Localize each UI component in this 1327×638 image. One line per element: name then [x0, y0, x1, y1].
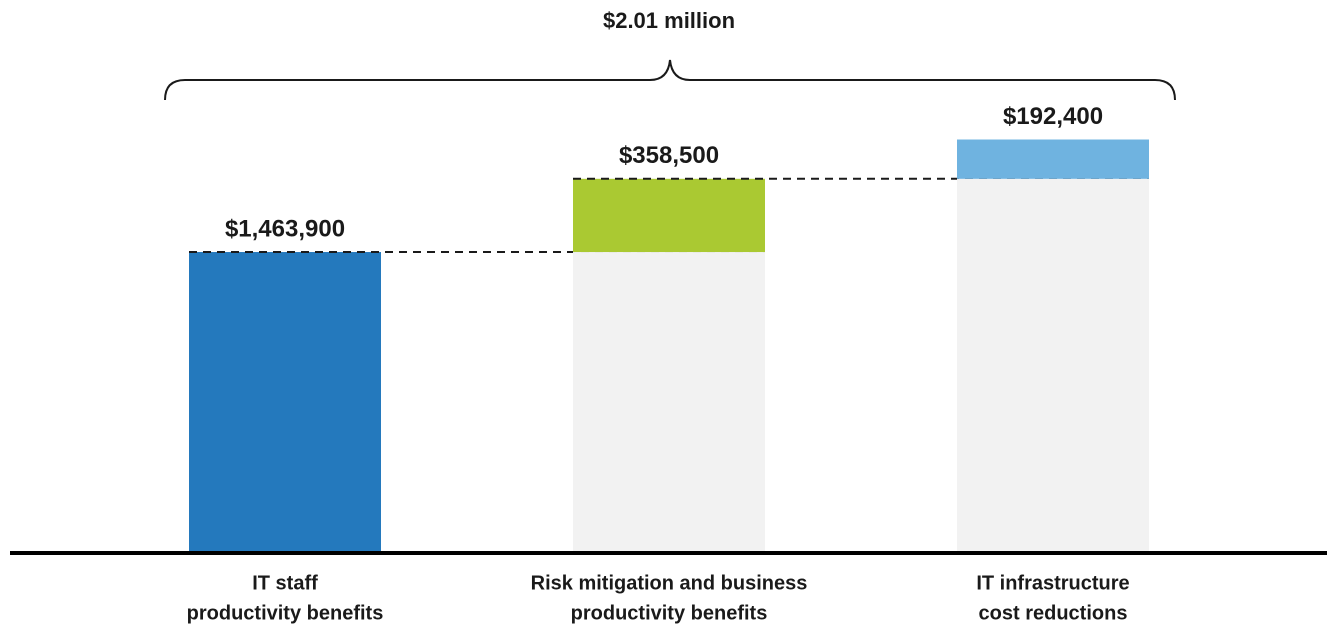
x-tick-label: IT staff	[252, 572, 318, 594]
value-label: $1,463,900	[225, 215, 345, 242]
x-tick-label: cost reductions	[979, 602, 1128, 624]
total-annotation: $2.01 million	[603, 8, 735, 33]
base-bar	[957, 178, 1149, 551]
x-tick-label: IT infrastructure	[976, 572, 1129, 594]
value-label: $358,500	[619, 142, 719, 169]
bar	[573, 178, 765, 253]
brace	[164, 59, 1176, 101]
x-tick-label: productivity benefits	[187, 602, 384, 624]
bar	[189, 252, 381, 551]
value-label: $192,400	[1003, 103, 1103, 130]
bar	[957, 139, 1149, 179]
x-tick-label: Risk mitigation and business	[531, 572, 808, 594]
plot: $1,463,900 $358,500 $192,400	[189, 103, 1149, 551]
base-bar	[573, 252, 765, 551]
x-tick-label: productivity benefits	[571, 602, 768, 624]
